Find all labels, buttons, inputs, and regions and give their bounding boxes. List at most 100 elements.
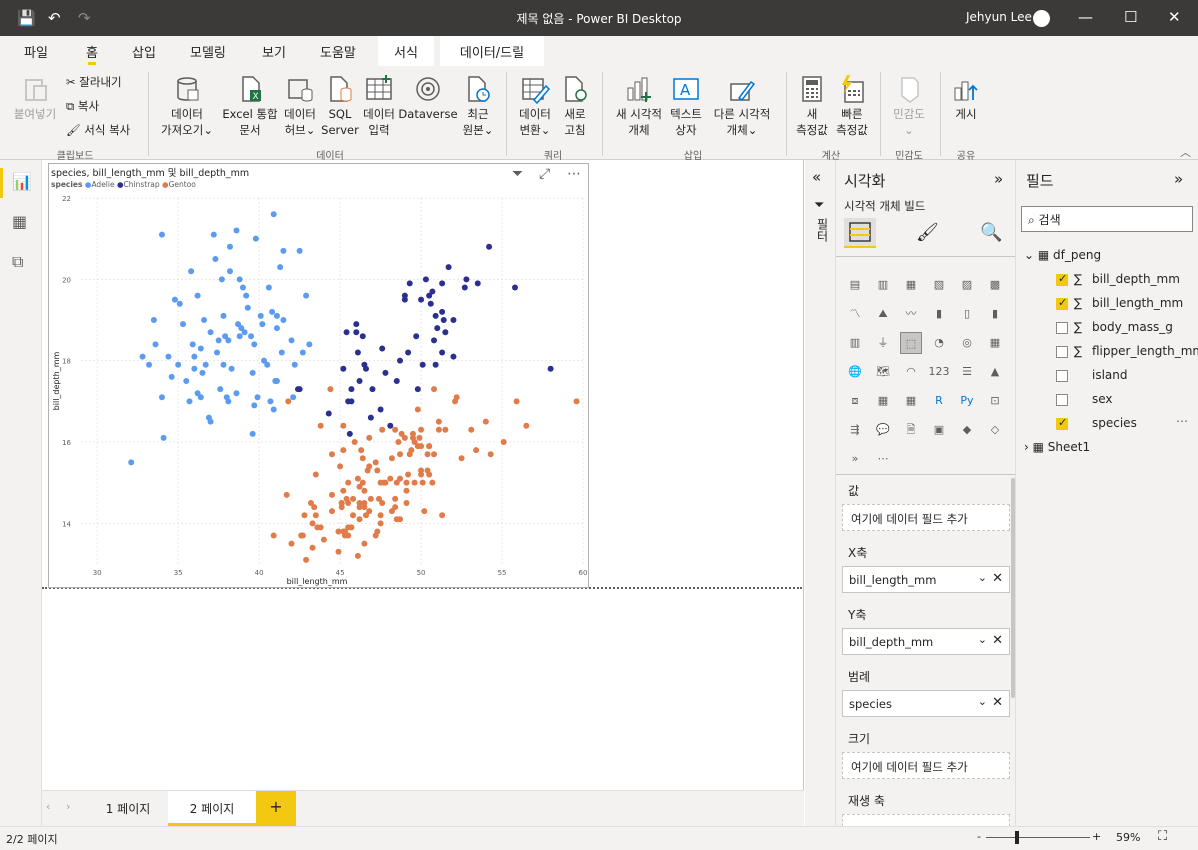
close-icon[interactable]: ✕: [1168, 8, 1181, 26]
excel-button[interactable]: X Excel 통합 문서: [220, 74, 280, 138]
copy-button[interactable]: ⧉ 복사: [66, 98, 99, 114]
fit-page-icon[interactable]: ⛶: [1158, 829, 1168, 844]
python-visual-icon[interactable]: Py: [960, 394, 974, 407]
field-item[interactable]: ∑ body_mass_g: [1074, 320, 1173, 334]
viz-scrollbar[interactable]: [1011, 478, 1015, 698]
chevron-down-icon[interactable]: ⌄: [977, 633, 987, 646]
get-data-button[interactable]: 데이터 가져오기⌄: [154, 74, 220, 138]
well-drop-zone[interactable]: 여기에 데이터 필드 추가: [842, 504, 1010, 531]
redo-icon[interactable]: ↷: [78, 9, 91, 27]
field-more-icon[interactable]: ⋯: [1176, 414, 1188, 428]
menu-view[interactable]: 보기: [262, 46, 286, 61]
matrix-icon[interactable]: ▦: [905, 394, 917, 407]
table-df-peng[interactable]: ⌄ ▦ df_peng: [1024, 248, 1101, 262]
menu-data-drill[interactable]: 데이터/드릴: [440, 36, 544, 66]
enter-data-button[interactable]: 데이터 입력: [358, 74, 400, 138]
avatar[interactable]: [1033, 10, 1050, 27]
remove-field-icon[interactable]: ✕: [992, 695, 1003, 710]
field-checkbox[interactable]: [1056, 322, 1068, 334]
waterfall-icon[interactable]: ▥: [849, 336, 861, 349]
field-item[interactable]: sex: [1074, 392, 1113, 406]
kpi-icon[interactable]: ▲: [990, 365, 1000, 378]
format-painter-button[interactable]: 🖌 서식 복사: [66, 122, 130, 138]
clustered-bar-icon[interactable]: ▦: [905, 278, 917, 291]
field-checkbox[interactable]: [1056, 416, 1068, 430]
field-item[interactable]: ∑ bill_length_mm: [1074, 296, 1183, 310]
menu-insert[interactable]: 삽입: [132, 46, 156, 61]
map-icon[interactable]: 🌐: [848, 365, 862, 378]
area-chart-icon[interactable]: ⛰: [878, 307, 888, 320]
more-visuals-button[interactable]: 다른 시각적 개체⌄: [706, 74, 778, 138]
chevron-down-icon[interactable]: ⌄: [977, 695, 987, 708]
menu-help[interactable]: 도움말: [320, 46, 356, 61]
key-influencers-icon[interactable]: ⊡: [990, 394, 1000, 407]
refresh-button[interactable]: 새로 고침: [558, 74, 592, 138]
field-item[interactable]: species: [1074, 416, 1137, 430]
power-apps-icon[interactable]: ◆: [962, 423, 972, 436]
pie-chart-icon[interactable]: ◔: [934, 336, 944, 349]
gauge-icon[interactable]: ◠: [906, 365, 916, 378]
well-field[interactable]: bill_length_mm ⌄ ✕: [842, 566, 1010, 593]
ribbon-collapse-icon[interactable]: ︿: [1180, 146, 1191, 159]
donut-chart-icon[interactable]: ◎: [962, 336, 972, 349]
scatter-visual[interactable]: species, bill_length_mm 및 bill_depth_mm …: [48, 163, 589, 588]
filter-icon[interactable]: ⏷: [512, 166, 524, 182]
menu-format[interactable]: 서식: [378, 36, 434, 66]
new-measure-button[interactable]: 새 측정값: [792, 74, 832, 138]
paginated-report-icon[interactable]: ▣: [933, 423, 945, 436]
user-name[interactable]: Jehyun Lee: [966, 10, 1032, 24]
qa-visual-icon[interactable]: 💬: [876, 423, 890, 436]
slicer-icon[interactable]: ⧈: [851, 394, 859, 407]
publish-button[interactable]: 게시: [946, 74, 986, 122]
zoom-out-button[interactable]: -: [977, 830, 981, 843]
field-checkbox[interactable]: [1056, 272, 1068, 286]
textbox-button[interactable]: A 텍스트 상자: [666, 74, 706, 138]
filter-pane-label[interactable]: 필터: [815, 218, 829, 242]
filter-pane-collapsed[interactable]: « ⏷ 필터: [805, 160, 836, 826]
100-bar-icon[interactable]: ▨: [961, 278, 973, 291]
ribbon-chart-icon[interactable]: ▮: [991, 307, 999, 320]
format-brush-icon[interactable]: 🖌: [916, 222, 939, 243]
remove-field-icon[interactable]: ✕: [992, 571, 1003, 586]
scatter-chart-icon[interactable]: ⬚: [900, 332, 922, 354]
report-view-icon[interactable]: 📊: [12, 172, 32, 191]
well-field[interactable]: species ⌄ ✕: [842, 690, 1010, 717]
dataverse-button[interactable]: Dataverse: [398, 74, 458, 122]
remove-field-icon[interactable]: ✕: [992, 633, 1003, 648]
more-visuals-icon[interactable]: »: [851, 452, 859, 465]
tab-next-icon[interactable]: ›: [66, 800, 71, 813]
build-tab[interactable]: [844, 218, 876, 248]
100-column-icon[interactable]: ▩: [989, 278, 1001, 291]
power-automate-icon[interactable]: ◇: [990, 423, 1000, 436]
add-page-button[interactable]: +: [256, 791, 296, 826]
well-field[interactable]: bill_depth_mm ⌄ ✕: [842, 628, 1010, 655]
cut-button[interactable]: ✂ 잘라내기: [66, 74, 122, 90]
new-visual-button[interactable]: 새 시각적 개체: [610, 74, 668, 138]
minimize-icon[interactable]: —: [1078, 8, 1093, 26]
well-drop-zone[interactable]: [842, 814, 1010, 826]
tab-page-1[interactable]: 1 페이지: [105, 802, 151, 816]
data-view-icon[interactable]: ▦: [12, 212, 28, 231]
line-clustered-icon[interactable]: ▯: [963, 307, 971, 320]
field-item[interactable]: ∑ flipper_length_mm: [1074, 344, 1198, 358]
funnel-icon[interactable]: ⏚: [877, 336, 889, 349]
transform-data-button[interactable]: 데이터 변환⌄: [512, 74, 558, 138]
table-visual-icon[interactable]: ▦: [877, 394, 889, 407]
quick-measure-button[interactable]: 빠른 측정값: [832, 74, 872, 138]
card-icon[interactable]: 123: [928, 365, 950, 378]
field-checkbox[interactable]: [1056, 346, 1068, 358]
stacked-column-icon[interactable]: ▥: [877, 278, 889, 291]
r-visual-icon[interactable]: R: [935, 394, 943, 407]
decomposition-tree-icon[interactable]: ⇶: [850, 423, 860, 436]
sensitivity-button[interactable]: 민감도 ⌄: [886, 74, 932, 138]
zoom-slider-thumb[interactable]: [1014, 831, 1019, 844]
field-checkbox[interactable]: [1056, 296, 1068, 310]
chevron-down-icon[interactable]: ⌄: [977, 571, 987, 584]
paste-button[interactable]: 붙여넣기: [8, 74, 62, 122]
undo-icon[interactable]: ↶: [48, 9, 61, 27]
maximize-icon[interactable]: ☐: [1124, 8, 1138, 26]
focus-mode-icon[interactable]: ⤢: [539, 166, 551, 182]
filled-map-icon[interactable]: 🗺: [876, 365, 890, 378]
field-checkbox[interactable]: [1056, 370, 1068, 382]
zoom-slider[interactable]: [986, 837, 1090, 838]
